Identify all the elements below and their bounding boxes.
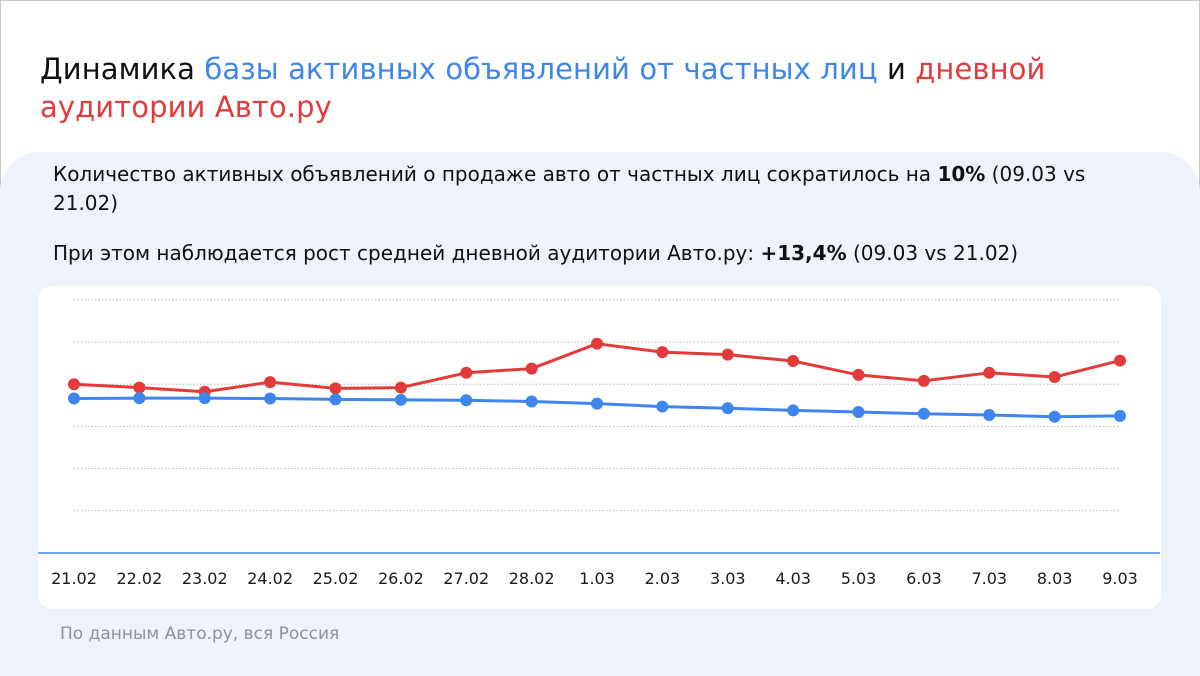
- series-1-point: [656, 346, 669, 359]
- series-2-point: [656, 400, 669, 413]
- series-2-point: [852, 406, 865, 419]
- x-tick-label: 25.02: [313, 569, 359, 588]
- x-tick-label: 6.03: [906, 569, 942, 588]
- audience-summary-text: При этом наблюдается рост средней дневно…: [53, 241, 761, 265]
- series-1-point: [525, 362, 538, 375]
- audience-summary: При этом наблюдается рост средней дневно…: [53, 239, 1153, 268]
- audience-summary-period: (09.03 vs 21.02): [846, 241, 1019, 265]
- series-1-point: [394, 381, 407, 394]
- x-tick-label: 5.03: [841, 569, 877, 588]
- listings-summary-text: Количество активных объявлений о продаже…: [53, 162, 938, 186]
- title-part-listings: базы активных объявлений от частных лиц: [204, 52, 878, 86]
- series-1-point: [460, 366, 473, 379]
- series-1-point: [264, 376, 277, 389]
- x-tick-label: 22.02: [116, 569, 162, 588]
- series-2-point: [1114, 409, 1126, 422]
- series-1-point: [591, 337, 603, 350]
- x-tick-label: 26.02: [378, 569, 424, 588]
- x-tick-label: 27.02: [443, 569, 489, 588]
- series-1-point: [721, 348, 734, 361]
- series-2-point: [983, 409, 996, 422]
- series-1-point: [329, 382, 342, 395]
- x-tick-label: 28.02: [509, 569, 555, 588]
- series-2-point: [525, 395, 538, 408]
- x-tick-label: 4.03: [775, 569, 811, 588]
- series-2-point: [721, 402, 734, 415]
- audience-summary-value: +13,4%: [760, 241, 847, 265]
- listings-summary-period: (09.03 vs 21.02): [53, 162, 1086, 215]
- x-tick-label: 23.02: [182, 569, 228, 588]
- series-2-point: [394, 393, 407, 406]
- series-1-point: [133, 381, 146, 394]
- series-2-point: [787, 404, 800, 417]
- x-tick-label: 21.02: [51, 569, 97, 588]
- x-tick-label: 9.03: [1102, 569, 1138, 588]
- source-note: По данным Авто.ру, вся Россия: [60, 624, 340, 644]
- x-tick-label: 2.03: [645, 569, 681, 588]
- x-tick-label: 8.03: [1037, 569, 1073, 588]
- series-2-point: [264, 392, 277, 405]
- series-1-point: [983, 366, 996, 379]
- series-2-point: [1048, 410, 1061, 423]
- x-tick-label: 1.03: [579, 569, 615, 588]
- series-1-point: [787, 354, 800, 367]
- title-part-3: и: [877, 52, 916, 86]
- slide-title: Динамика базы активных объявлений от час…: [40, 50, 1140, 126]
- series-1-point: [1048, 371, 1061, 384]
- series-2-point: [68, 392, 80, 405]
- x-tick-label: 24.02: [247, 569, 293, 588]
- series-1-point: [917, 374, 930, 387]
- x-tick-label: 3.03: [710, 569, 746, 588]
- series-2-point: [460, 394, 473, 407]
- listings-summary: Количество активных объявлений о продаже…: [53, 160, 1133, 218]
- series-1-point: [852, 368, 865, 381]
- series-2-point: [917, 407, 930, 420]
- series-2-point: [591, 397, 603, 410]
- series-1-point: [1114, 354, 1126, 367]
- title-part-1: Динамика: [40, 52, 205, 86]
- listings-summary-value: 10%: [937, 162, 986, 186]
- series-2-point: [133, 392, 146, 405]
- series-2-point: [198, 392, 211, 405]
- title-part-audience: дневной аудитории Авто.ру: [40, 52, 1046, 124]
- series-2-point: [329, 393, 342, 406]
- series-1-point: [68, 378, 80, 391]
- x-tick-label: 7.03: [971, 569, 1007, 588]
